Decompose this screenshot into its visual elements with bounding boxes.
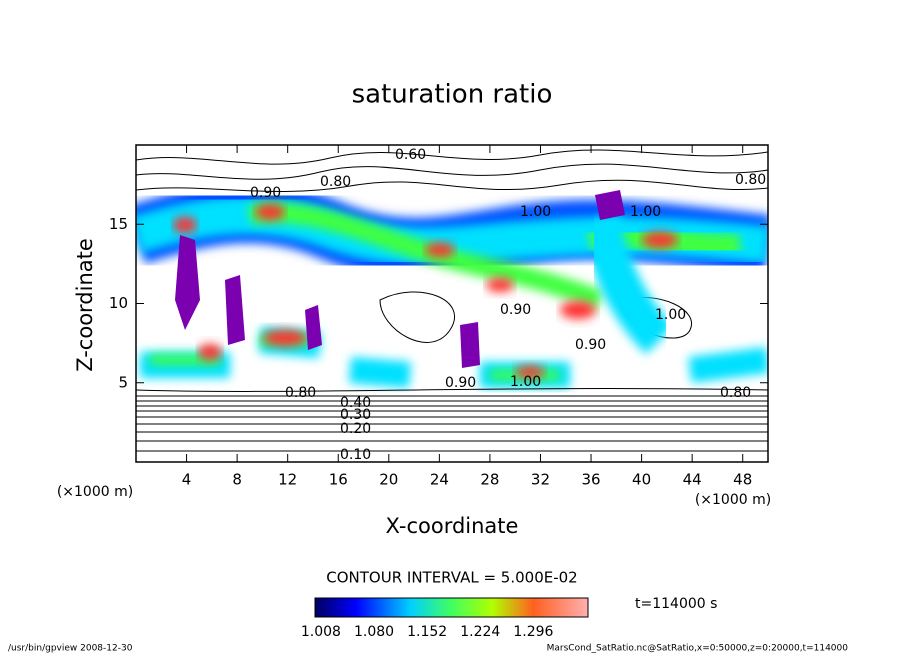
contour-label: 1.00 <box>520 204 551 220</box>
contour-label: 0.40 <box>340 395 371 411</box>
colorbar-tick-label: 1.224 <box>460 624 500 640</box>
y-unit: (×1000 m) <box>57 484 133 500</box>
x-tick-label: 4 <box>182 471 192 489</box>
x-tick-label: 44 <box>683 471 702 489</box>
colorbar-tick-label: 1.080 <box>354 624 394 640</box>
contour-label: 0.90 <box>500 302 531 318</box>
contour-label: 0.90 <box>250 185 281 201</box>
field <box>136 149 768 452</box>
colorbar-tick-label: 1.008 <box>301 624 341 640</box>
contour-label: 0.90 <box>445 375 476 391</box>
x-tick-label: 32 <box>531 471 550 489</box>
x-tick-label: 28 <box>480 471 499 489</box>
footer-left: /usr/bin/gpview 2008-12-30 <box>8 644 133 654</box>
contour-label: 0.90 <box>575 337 606 353</box>
x-tick-label: 48 <box>733 471 752 489</box>
y-tick-label: 15 <box>109 215 128 233</box>
chart-title: saturation ratio <box>352 80 553 110</box>
footer-right: MarsCond_SatRatio.nc@SatRatio,x=0:50000,… <box>547 644 849 654</box>
x-tick-label: 40 <box>632 471 651 489</box>
contour-label: 0.30 <box>340 407 371 423</box>
contour-label: 0.80 <box>285 385 316 401</box>
contour-labels: 0.60 0.90 0.80 1.00 0.80 1.00 0.90 0.80 … <box>250 147 766 463</box>
contour-label: 0.10 <box>340 447 371 463</box>
x-tick-label: 8 <box>232 471 242 489</box>
x-tick-label: 36 <box>581 471 600 489</box>
x-tick-label: 16 <box>329 471 348 489</box>
colorbar-tick-label: 1.296 <box>513 624 553 640</box>
contour-label: 1.00 <box>630 204 661 220</box>
colorbar-tick-label: 1.152 <box>407 624 447 640</box>
x-unit: (×1000 m) <box>695 492 771 508</box>
contour-label: 0.20 <box>340 421 371 437</box>
x-tick-label: 24 <box>430 471 449 489</box>
time-label: t=114000 s <box>635 596 717 612</box>
contour-label: 1.00 <box>655 307 686 323</box>
y-tick-label: 5 <box>118 373 128 391</box>
x-tick-label: 20 <box>379 471 398 489</box>
contour-label: 1.00 <box>510 374 541 390</box>
contour-label: 0.80 <box>735 172 766 188</box>
colorbar <box>314 597 589 618</box>
y-tick-label: 10 <box>109 294 128 312</box>
contour-label: 0.80 <box>320 174 351 190</box>
contour-label: 0.60 <box>395 147 426 163</box>
x-tick-label: 12 <box>278 471 297 489</box>
contour-label: 0.80 <box>720 385 751 401</box>
x-axis-label: X-coordinate <box>386 514 519 538</box>
y-axis-label: Z-coordinate <box>73 238 97 372</box>
contour-interval: CONTOUR INTERVAL = 5.000E-02 <box>326 569 577 587</box>
